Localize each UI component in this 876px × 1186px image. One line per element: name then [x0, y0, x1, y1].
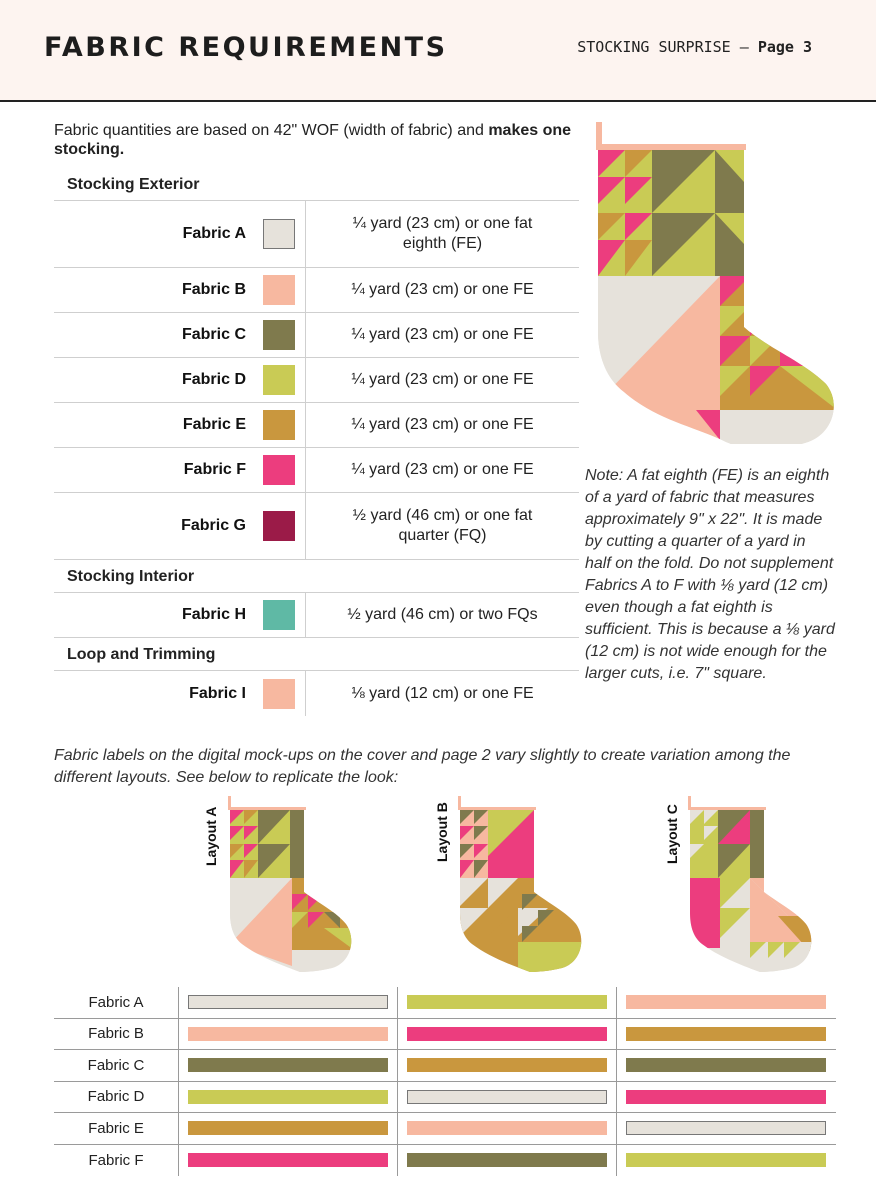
- layout-a-stocking: [228, 796, 352, 972]
- layout-b-bar: [407, 1153, 607, 1168]
- stocking-illustration: [596, 122, 834, 444]
- layout-row-label: Fabric D: [87, 1088, 145, 1106]
- fabric-quantity: ¼ yard (23 cm) or one FE: [305, 358, 579, 402]
- page-title: FABRIC REQUIREMENTS: [44, 32, 448, 63]
- layout-a-label: Layout A: [203, 806, 219, 866]
- fabric-row-g: Fabric G ½ yard (46 cm) or one fat quart…: [54, 493, 579, 560]
- fabric-row-f: Fabric F ¼ yard (23 cm) or one FE: [54, 448, 579, 493]
- layout-c-bar: [626, 995, 826, 1010]
- fabric-swatch: [263, 275, 295, 305]
- layout-c-label: Layout C: [664, 804, 680, 864]
- fabric-row-d: Fabric D ¼ yard (23 cm) or one FE: [54, 358, 579, 403]
- layout-a-bar: [188, 1026, 388, 1041]
- fabric-quantity: ¼ yard (23 cm) or one FE: [305, 448, 579, 492]
- layout-c-stocking: [688, 796, 812, 972]
- fabric-quantity: ⅛ yard (12 cm) or one FE: [305, 671, 579, 716]
- fabric-row-a: Fabric A ¼ yard (23 cm) or one fat eight…: [54, 201, 579, 268]
- layout-c-bar: [626, 1121, 826, 1136]
- layout-row-fabric-c: Fabric C: [54, 1050, 836, 1082]
- intro-text: Fabric quantities are based on 42" WOF (…: [54, 121, 594, 159]
- layout-row-label: Fabric B: [88, 1025, 144, 1043]
- layout-row-label: Fabric C: [87, 1056, 145, 1074]
- fabric-name: Fabric I: [189, 684, 246, 702]
- layout-a-bar: [188, 1089, 388, 1104]
- layout-row-fabric-b: Fabric B: [54, 1018, 836, 1050]
- fabric-requirements-table: Stocking Exterior Fabric A ¼ yard (23 cm…: [54, 168, 579, 716]
- layout-row-label: Fabric F: [88, 1151, 144, 1169]
- fabric-quantity: ½ yard (46 cm) or two FQs: [305, 593, 579, 637]
- layouts-caption: Fabric labels on the digital mock-ups on…: [54, 747, 791, 786]
- section-stocking-exterior: Stocking Exterior: [54, 168, 579, 201]
- layout-c-bar: [626, 1058, 826, 1073]
- layout-c-bar: [626, 1089, 826, 1104]
- layout-b-bar: [407, 1026, 607, 1041]
- fabric-name: Fabric A: [182, 225, 246, 242]
- layout-a-bar: [188, 1153, 388, 1168]
- fabric-name: Fabric F: [183, 461, 246, 478]
- layout-row-fabric-a: Fabric A: [54, 987, 836, 1019]
- page-number: Page 3: [757, 38, 812, 56]
- fabric-name: Fabric G: [181, 517, 246, 534]
- pattern-name: STOCKING SURPRISE —: [577, 38, 749, 56]
- fabric-row-i: Fabric I ⅛ yard (12 cm) or one FE: [54, 671, 579, 716]
- layout-row-label: Fabric E: [88, 1119, 144, 1137]
- layout-b-bar: [407, 1121, 607, 1136]
- layout-b-bar: [407, 1089, 607, 1104]
- section-loop-and-trimming: Loop and Trimming: [54, 638, 579, 671]
- fabric-swatch: [263, 320, 295, 350]
- fabric-name: Fabric D: [181, 371, 246, 388]
- layout-row-fabric-f: Fabric F: [54, 1144, 836, 1176]
- fat-eighth-note: Note: A fat eighth (FE) is an eighth of …: [585, 467, 835, 682]
- fabric-swatch: [263, 678, 295, 709]
- layout-b-bar: [407, 995, 607, 1010]
- fabric-name: Fabric H: [181, 606, 246, 623]
- layout-b-stocking: [458, 796, 582, 972]
- layout-b-bar: [407, 1058, 607, 1073]
- fabric-row-c: Fabric C ¼ yard (23 cm) or one FE: [54, 313, 579, 358]
- layout-a-bar: [188, 1058, 388, 1073]
- fabric-name: Fabric C: [181, 326, 246, 343]
- layout-a-bar: [188, 995, 388, 1010]
- fabric-row-b: Fabric B ¼ yard (23 cm) or one FE: [54, 268, 579, 313]
- fabric-swatch: [263, 219, 295, 249]
- layout-row-label: Fabric A: [88, 993, 144, 1011]
- section-stocking-interior: Stocking Interior: [54, 560, 579, 593]
- page-running-head: STOCKING SURPRISE — Page 3: [577, 38, 812, 56]
- fabric-quantity: ¼ yard (23 cm) or one FE: [305, 268, 579, 312]
- intro-body: Fabric quantities are based on 42" WOF (…: [54, 122, 489, 139]
- fabric-quantity: ¼ yard (23 cm) or one FE: [305, 313, 579, 357]
- layout-c-bar: [626, 1026, 826, 1041]
- fabric-row-h: Fabric H ½ yard (46 cm) or two FQs: [54, 593, 579, 638]
- fabric-swatch: [263, 410, 295, 440]
- fabric-quantity: ¼ yard (23 cm) or one FE: [305, 403, 579, 447]
- intro-bold: makes one stocking.: [54, 122, 572, 158]
- layout-c-bar: [626, 1153, 826, 1168]
- fabric-quantity: ½ yard (46 cm) or one fat quarter (FQ): [305, 493, 579, 559]
- layout-a-bar: [188, 1121, 388, 1136]
- layout-b-label: Layout B: [434, 802, 450, 862]
- fabric-swatch: [263, 511, 295, 541]
- fabric-row-e: Fabric E ¼ yard (23 cm) or one FE: [54, 403, 579, 448]
- fabric-name: Fabric B: [181, 281, 246, 298]
- fabric-swatch: [263, 365, 295, 395]
- layout-legend-table: Fabric A Fabric B Fabric C Fabric D Fabr…: [54, 987, 836, 1176]
- page-header: FABRIC REQUIREMENTS STOCKING SURPRISE — …: [0, 0, 876, 102]
- layout-row-fabric-e: Fabric E: [54, 1113, 836, 1145]
- fabric-name: Fabric E: [182, 416, 246, 433]
- fabric-swatch: [263, 455, 295, 485]
- layout-row-fabric-d: Fabric D: [54, 1081, 836, 1113]
- fabric-swatch: [263, 600, 295, 630]
- fabric-quantity: ¼ yard (23 cm) or one fat eighth (FE): [305, 201, 579, 267]
